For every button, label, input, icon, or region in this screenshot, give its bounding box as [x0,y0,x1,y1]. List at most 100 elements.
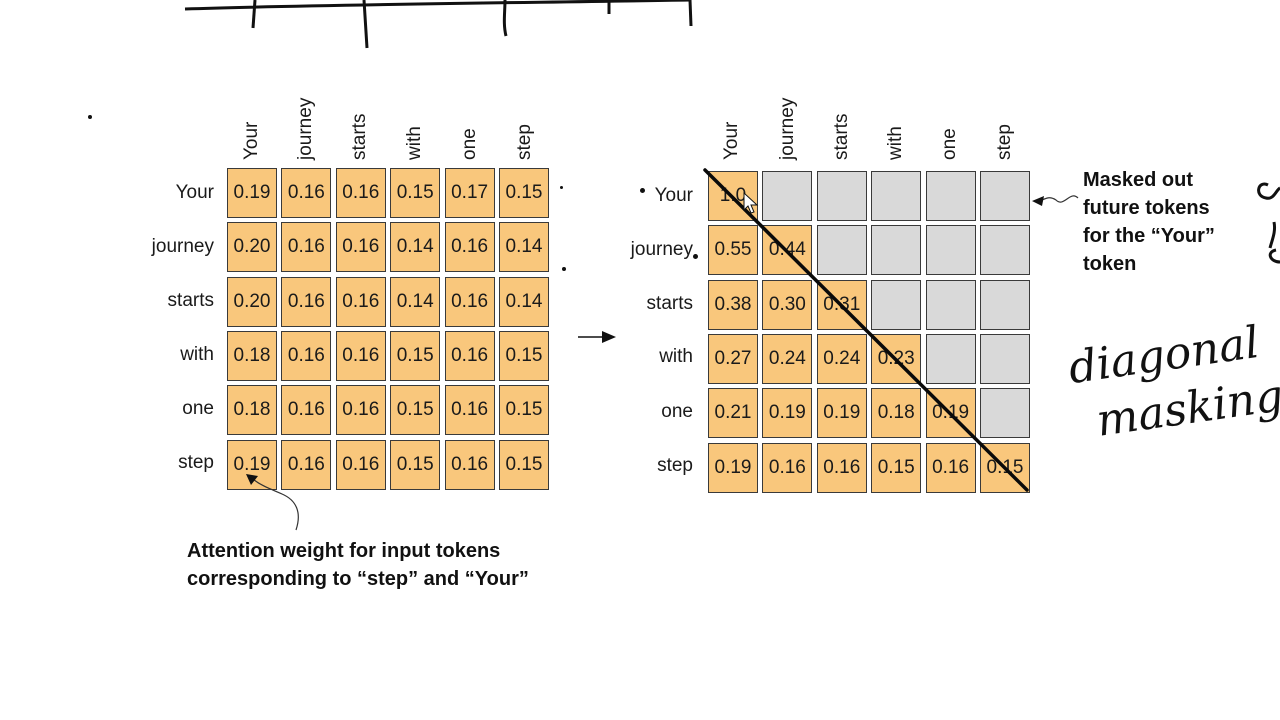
right-cell-r5-c6 [980,388,1030,439]
top-ink-tick [251,0,257,29]
left-cell-r6-c3: 0.16 [335,439,386,490]
right-row-label-journey: journey [630,239,693,260]
top-ink-line [184,0,691,11]
left-cell-r1-c2: 0.16 [281,168,332,218]
right-row-label-starts: starts [646,293,693,314]
right-cell-r1-c2 [762,171,813,221]
left-row-label-your: Your [175,182,214,203]
right-cell-r4-c2: 0.24 [762,333,813,384]
left-cell-r6-c4: 0.15 [390,439,441,490]
right-cell-r3-c4 [871,279,922,330]
left-cell-r5-c3: 0.16 [335,385,386,436]
right-cell-r3-c2: 0.30 [762,279,813,330]
left-row-label-one: one [182,398,214,419]
left-cell-r3-c2: 0.16 [281,276,332,327]
right-cell-r5-c1: 0.21 [708,388,758,439]
pen-dot [560,186,563,189]
left-cell-r4-c5: 0.16 [444,330,495,381]
top-ink-tick [688,0,693,27]
left-cell-r5-c2: 0.16 [281,385,332,436]
right-caption-arrowhead [1032,196,1044,206]
left-cell-r3-c4: 0.14 [390,276,441,327]
right-cell-r4-c5 [925,333,976,384]
right-cell-r6-c1: 0.19 [708,442,758,493]
left-row-label-journey: journey [151,236,214,257]
right-cell-r5-c3: 0.19 [816,388,867,439]
right-caption-line-3: for the “Your” [1083,225,1215,247]
right-caption-line-2: future tokens [1083,197,1210,219]
edge-scribble [1268,248,1280,264]
left-cell-r2-c1: 0.20 [227,222,277,273]
right-cell-r4-c1: 0.27 [708,333,758,384]
left-cell-r1-c6: 0.15 [499,168,549,218]
left-cell-r4-c6: 0.15 [499,330,549,381]
left-cell-r4-c1: 0.18 [227,330,277,381]
right-cell-r2-c5 [925,225,976,276]
diagonal-mask-stroke [703,168,1029,492]
left-cell-r1-c4: 0.15 [390,168,441,218]
left-cell-r4-c4: 0.15 [390,330,441,381]
right-cell-r1-c6 [980,171,1030,221]
left-row-label-step: step [178,452,214,473]
right-cell-r6-c4: 0.15 [871,442,922,493]
right-row-label-with: with [659,346,693,367]
left-cell-r6-c6: 0.15 [499,439,549,490]
right-cell-r1-c5 [925,171,976,221]
right-cell-r5-c4: 0.18 [871,388,922,439]
right-row-label-one: one [661,401,693,422]
edge-scribble [1268,221,1276,249]
left-cell-r2-c3: 0.16 [335,222,386,273]
left-cell-r6-c1: 0.19 [227,439,277,490]
left-cell-r5-c5: 0.16 [444,385,495,436]
left-cell-r4-c2: 0.16 [281,330,332,381]
right-cell-r1-c4 [871,171,922,221]
right-cell-r3-c5 [925,279,976,330]
right-cell-r6-c2: 0.16 [762,442,813,493]
right-cell-r1-c3 [816,171,867,221]
left-caption-line-1: Attention weight for input tokens [187,540,501,562]
left-cell-r5-c1: 0.18 [227,385,277,436]
right-cell-r2-c6 [980,225,1030,276]
right-row-label-step: step [657,455,693,476]
left-cell-r2-c4: 0.14 [390,222,441,273]
right-cell-r6-c3: 0.16 [816,442,867,493]
pen-dot [562,267,566,271]
top-ink-tick [362,0,369,49]
left-row-label-with: with [180,344,214,365]
left-cell-r1-c3: 0.16 [335,168,386,218]
left-caption-arrowhead [246,474,258,485]
left-cell-r2-c5: 0.16 [444,222,495,273]
left-caption-pointer [251,477,299,531]
left-cell-r1-c1: 0.19 [227,168,277,218]
left-cell-r1-c5: 0.17 [444,168,495,218]
pen-dot [693,254,698,259]
left-cell-r3-c1: 0.20 [227,276,277,327]
right-caption-line-1: Masked out [1083,169,1194,191]
left-row-label-starts: starts [167,290,214,311]
left-cell-r3-c6: 0.14 [499,276,549,327]
right-caption: Masked out future tokens for the “Your” … [1083,166,1215,278]
edge-scribble [1257,182,1280,200]
right-cell-r4-c3: 0.24 [816,333,867,384]
right-caption-pointer [1039,195,1079,203]
right-cell-r3-c6 [980,279,1030,330]
top-ink-tick [502,0,508,37]
left-cell-r6-c5: 0.16 [444,439,495,490]
left-cell-r6-c2: 0.16 [281,439,332,490]
right-cell-r2-c3 [816,225,867,276]
right-cell-r3-c1: 0.38 [708,279,758,330]
right-row-label-your: Your [654,185,693,206]
left-cell-r4-c3: 0.16 [335,330,386,381]
left-cell-r5-c4: 0.15 [390,385,441,436]
right-cell-r4-c6 [980,333,1030,384]
right-caption-line-4: token [1083,253,1137,275]
right-cell-r5-c2: 0.19 [762,388,813,439]
pen-dot [88,115,92,119]
middle-arrow-head [602,331,616,343]
right-cell-r2-c4 [871,225,922,276]
pen-dot [640,188,645,193]
right-cell-r2-c1: 0.55 [708,225,758,276]
left-cell-r3-c3: 0.16 [335,276,386,327]
left-caption: Attention weight for input tokens corres… [187,537,529,593]
